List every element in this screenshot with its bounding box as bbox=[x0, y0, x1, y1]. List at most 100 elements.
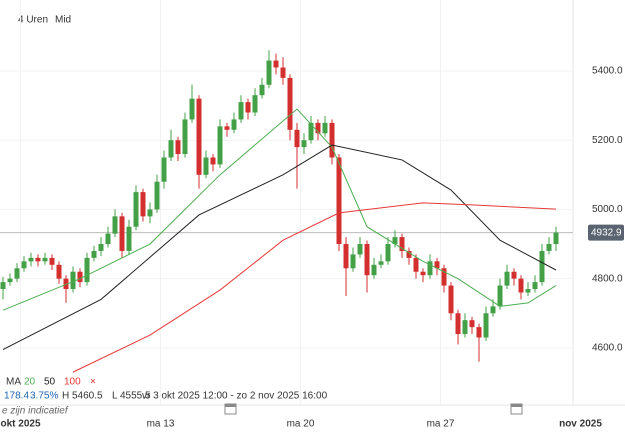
candle-body bbox=[322, 122, 328, 134]
candle-body bbox=[336, 157, 342, 245]
legend-entry: 100 bbox=[64, 377, 81, 388]
candle-body bbox=[441, 268, 447, 286]
candle-body bbox=[91, 250, 97, 258]
x-tick-label: nov 2025 bbox=[559, 419, 602, 430]
candle-body bbox=[105, 233, 111, 245]
candle-body bbox=[196, 98, 202, 175]
candle-body bbox=[343, 244, 349, 269]
candle-body bbox=[175, 140, 181, 155]
candle-body bbox=[14, 268, 20, 279]
candle-body bbox=[119, 216, 125, 251]
candle-body bbox=[420, 271, 426, 276]
candle-body bbox=[399, 237, 405, 251]
candle-body bbox=[35, 257, 41, 262]
y-tick-label: 4600.0 bbox=[592, 343, 623, 354]
x-tick-label: ma 20 bbox=[287, 419, 315, 430]
candle-body bbox=[189, 98, 195, 120]
candle-body bbox=[210, 157, 216, 165]
last-price-label: 4932.9 bbox=[591, 227, 622, 238]
candle-body bbox=[224, 126, 230, 130]
candle-body bbox=[315, 122, 321, 134]
candle-body bbox=[217, 126, 223, 165]
candle-body bbox=[308, 122, 314, 141]
candle-body bbox=[56, 264, 62, 279]
candle-body bbox=[434, 261, 440, 269]
timeframe[interactable]: 4 Uren bbox=[18, 15, 48, 26]
candle-body bbox=[490, 306, 496, 314]
candle-body bbox=[378, 261, 384, 265]
candle-body bbox=[133, 192, 139, 227]
candle-body bbox=[231, 119, 237, 130]
candle-body bbox=[462, 320, 468, 335]
candle-body bbox=[371, 264, 377, 276]
candle-body bbox=[392, 237, 398, 245]
candle-body bbox=[77, 271, 83, 283]
close-icon[interactable]: × bbox=[90, 377, 96, 388]
candle-body bbox=[553, 232, 559, 245]
candle-body bbox=[70, 271, 76, 290]
candle-body bbox=[301, 140, 307, 148]
legend-entry: 50 bbox=[44, 377, 56, 388]
candle-body bbox=[28, 257, 34, 262]
candle-body bbox=[252, 95, 258, 113]
candle-body bbox=[273, 60, 279, 68]
x-tick-label: okt 2025 bbox=[0, 419, 40, 430]
stat: L 4555.5 bbox=[112, 391, 151, 402]
candle-body bbox=[98, 244, 104, 251]
candle-body bbox=[266, 60, 272, 85]
candle-body bbox=[49, 257, 55, 265]
y-tick-label: 5000.0 bbox=[592, 204, 623, 215]
candle-body bbox=[259, 84, 265, 96]
range-text: vr 3 okt 2025 12:00 - zo 2 nov 2025 16:0… bbox=[142, 391, 328, 402]
moving-average bbox=[2, 108, 557, 311]
candle-body bbox=[203, 157, 209, 175]
candle-body bbox=[518, 278, 524, 293]
candle-body bbox=[546, 244, 552, 251]
candle-body bbox=[329, 122, 335, 158]
candle-body bbox=[525, 289, 531, 293]
y-tick-label: 4800.0 bbox=[592, 273, 623, 284]
stat: H 5460.5 bbox=[62, 391, 103, 402]
candle-body bbox=[469, 320, 475, 328]
moving-average bbox=[72, 202, 557, 373]
candle-body bbox=[455, 313, 461, 335]
candle-body bbox=[385, 244, 391, 262]
candle-body bbox=[287, 77, 293, 130]
moving-average bbox=[2, 144, 557, 351]
y-tick-label: 5200.0 bbox=[592, 135, 623, 146]
stat: 3.75% bbox=[30, 391, 58, 402]
candle-body bbox=[511, 271, 517, 279]
last-price-box bbox=[588, 224, 624, 241]
candle-body bbox=[182, 119, 188, 155]
candle-body bbox=[42, 257, 48, 262]
ma-label: MA bbox=[6, 377, 21, 388]
candle-body bbox=[140, 192, 146, 217]
candle-body bbox=[406, 250, 412, 258]
candle-body bbox=[168, 140, 174, 158]
candle-body bbox=[448, 285, 454, 314]
candle-body bbox=[154, 181, 160, 210]
price-type[interactable]: Mid bbox=[55, 15, 71, 26]
plot bbox=[0, 0, 573, 405]
candle-body bbox=[245, 102, 251, 113]
candle-body bbox=[357, 244, 363, 255]
calendar-icon[interactable] bbox=[510, 403, 523, 415]
candle-body bbox=[161, 157, 167, 182]
disclaimer: e zijn indicatief bbox=[2, 406, 69, 417]
candle-body bbox=[427, 261, 433, 276]
candle-body bbox=[84, 257, 90, 283]
calendar-icon[interactable] bbox=[224, 403, 237, 415]
candle-body bbox=[294, 129, 300, 148]
candle-body bbox=[0, 282, 6, 290]
candle-body bbox=[532, 282, 538, 290]
candle-body bbox=[21, 261, 27, 269]
candle-body bbox=[350, 254, 356, 269]
candle-body bbox=[126, 226, 132, 251]
candle-body bbox=[280, 67, 286, 78]
candle-body bbox=[238, 102, 244, 120]
x-tick-label: ma 13 bbox=[147, 419, 175, 430]
candle-body bbox=[497, 285, 503, 307]
candle-body bbox=[364, 244, 370, 276]
candle-body bbox=[539, 250, 545, 283]
